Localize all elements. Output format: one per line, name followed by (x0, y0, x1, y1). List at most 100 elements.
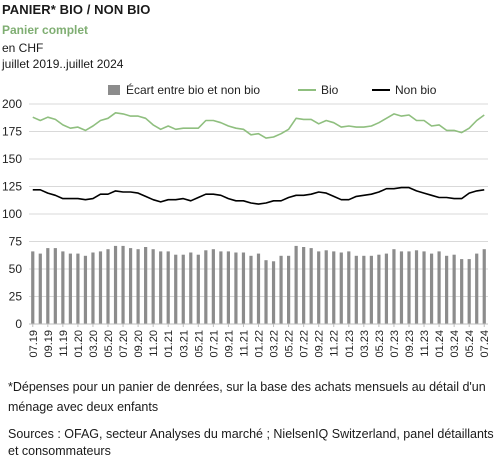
chart: Écart entre bio et non bio Bio Non bio 0 25… (2, 82, 491, 358)
bar (347, 251, 351, 324)
bar (226, 251, 231, 324)
y-tick-label: 200 (2, 97, 22, 111)
legend-label: Non bio (395, 83, 437, 97)
bar (196, 254, 200, 324)
series-line (32, 111, 485, 139)
bar (332, 251, 336, 324)
bar (302, 247, 306, 324)
y-tick-label: 75 (9, 235, 23, 249)
bar (151, 249, 155, 324)
y-tick-label: 50 (9, 262, 23, 276)
bar (83, 255, 88, 324)
bar (324, 250, 328, 324)
bar (166, 251, 170, 324)
bar (399, 251, 404, 324)
line-series (32, 111, 485, 205)
x-tick-label: 03.23 (359, 330, 371, 358)
x-tick-label: 01.23 (344, 330, 356, 358)
x-tick-label: 03.20 (88, 330, 100, 358)
y-tick-label: 150 (2, 152, 22, 166)
x-tick-label: 11.19 (58, 330, 70, 357)
bar (46, 248, 50, 324)
footnote: *Dépenses pour un panier de denrées, sur… (8, 380, 486, 414)
bar (144, 247, 148, 324)
bar (452, 254, 456, 324)
legend-label: Bio (321, 83, 339, 97)
x-tick-label: 05.22 (284, 330, 296, 358)
bar (429, 253, 434, 324)
x-tick-label: 03.24 (449, 330, 461, 358)
x-tick-label: 01.24 (434, 330, 446, 358)
bar (317, 251, 321, 324)
bar (384, 253, 389, 324)
x-tick-label: 07.20 (118, 330, 130, 358)
y-tick-label: 125 (2, 180, 22, 194)
x-axis: 07.19 09.19 11.19 01.20 03.20 05.20 07.20 09.20… (28, 323, 491, 358)
unit-label: en CHF (2, 41, 44, 55)
x-tick-label: 09.20 (133, 330, 145, 358)
bar (106, 249, 110, 324)
bar (256, 253, 261, 324)
source-note: Sources : OFAG, secteur Analyses du marc… (8, 427, 494, 458)
x-tick-label: 07.21 (208, 330, 220, 358)
bar (31, 251, 35, 324)
bar (467, 259, 471, 324)
bar (414, 250, 419, 324)
bar (286, 255, 291, 324)
x-tick-label: 09.22 (314, 330, 326, 358)
bar (392, 249, 396, 324)
y-tick-label: 175 (2, 125, 22, 139)
bar (369, 255, 373, 324)
bar (61, 251, 65, 324)
bar (53, 248, 57, 324)
bar (128, 248, 133, 324)
bar (445, 255, 449, 324)
x-tick-label: 01.22 (254, 330, 266, 358)
bar (422, 251, 426, 324)
bar (271, 261, 276, 324)
bar (91, 252, 95, 324)
x-tick-label: 01.20 (73, 330, 85, 358)
y-tick-label: 100 (2, 207, 22, 221)
series-line (32, 186, 485, 205)
chart-title: PANIER* BIO / NON BIO (2, 2, 151, 17)
bar (407, 251, 411, 324)
x-tick-label: 05.23 (374, 330, 386, 358)
bar (234, 252, 238, 324)
x-tick-label: 09.21 (223, 330, 235, 358)
bar (98, 251, 103, 324)
bar (204, 250, 208, 324)
x-tick-label: 03.21 (178, 330, 190, 358)
bar (437, 251, 441, 324)
bar (121, 245, 125, 324)
grid (29, 103, 488, 297)
bar (460, 259, 464, 324)
x-tick-label: 11.22 (329, 330, 341, 357)
chart-subtitle: Panier complet (2, 23, 89, 37)
bar (354, 255, 358, 324)
bar (362, 255, 366, 324)
bar (38, 253, 42, 324)
x-tick-label: 09.23 (404, 330, 416, 358)
x-tick-label: 09.19 (43, 330, 55, 358)
bar (211, 249, 215, 324)
x-tick-label: 11.23 (419, 330, 431, 357)
legend-swatch (108, 85, 120, 95)
x-tick-label: 03.22 (269, 330, 281, 358)
bar-series (31, 245, 486, 324)
bar (339, 252, 343, 324)
bar (174, 254, 178, 324)
bar (249, 255, 253, 324)
x-tick-label: 07.23 (389, 330, 401, 358)
x-tick-label: 05.24 (464, 330, 476, 358)
bar (279, 255, 283, 324)
x-tick-label: 05.20 (103, 330, 115, 358)
x-tick-label: 01.21 (163, 330, 175, 358)
x-tick-label: 07.24 (479, 330, 491, 358)
bar (113, 245, 118, 324)
bar (241, 252, 246, 324)
legend-label: Écart entre bio et non bio (126, 82, 260, 97)
y-tick-label: 25 (9, 290, 23, 304)
bar (294, 245, 298, 324)
bar (309, 248, 313, 324)
